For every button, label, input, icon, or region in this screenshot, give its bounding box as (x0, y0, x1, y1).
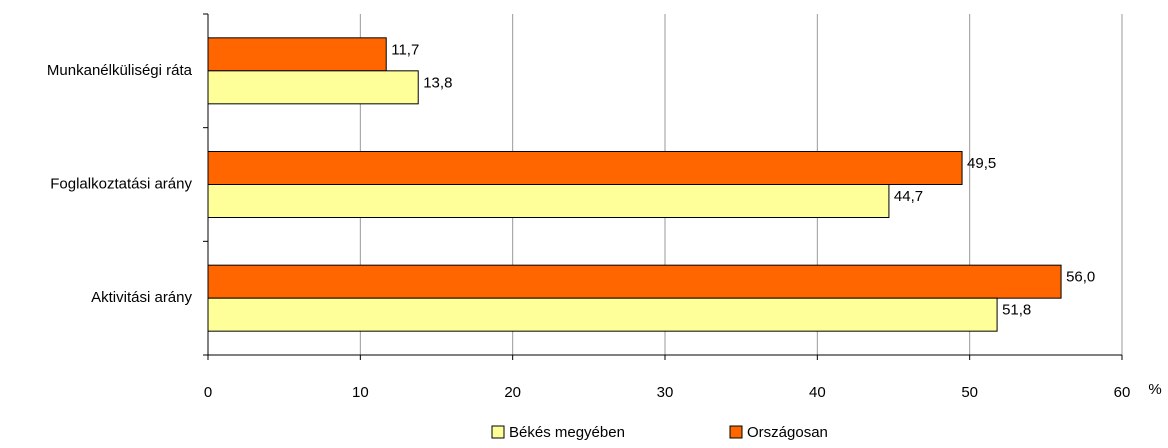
legend-label: Békés megyében (509, 424, 625, 441)
legend-swatch (729, 425, 743, 439)
bar (207, 37, 387, 72)
x-tick-label: 50 (961, 384, 978, 401)
bar (207, 264, 1062, 299)
value-label: 11,7 (391, 41, 419, 58)
y-tick-label: Aktivitási arány (91, 289, 192, 306)
x-tick-label: 60 (1114, 384, 1131, 401)
bar (207, 151, 963, 185)
bar (207, 70, 419, 105)
x-tick-label: 0 (204, 384, 212, 401)
value-label: 51,8 (1002, 302, 1031, 319)
x-tick-label: 20 (504, 384, 521, 401)
x-tick-label: 40 (809, 384, 826, 401)
x-tick-label: 30 (657, 384, 674, 401)
legend-label: Országosan (747, 424, 828, 441)
legend-swatch (491, 425, 505, 439)
value-label: 13,8 (423, 74, 452, 91)
y-tick-label: Foglalkoztatási arány (50, 175, 192, 192)
value-label: 44,7 (894, 188, 923, 205)
y-tick-label: Munkanélküliségi ráta (47, 62, 193, 79)
x-tick-label: 10 (352, 384, 369, 401)
bar (207, 297, 998, 332)
x-axis-label: % (1148, 381, 1161, 398)
bar (207, 184, 890, 218)
value-label: 49,5 (967, 155, 996, 172)
value-label: 56,0 (1066, 269, 1095, 286)
